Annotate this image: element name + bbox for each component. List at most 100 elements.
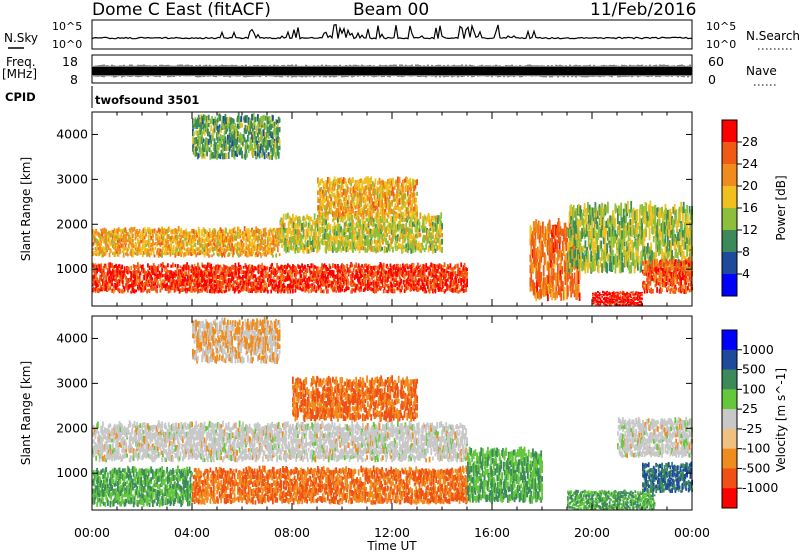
power-echo-cell [271, 263, 273, 268]
power-echo-cell [413, 213, 416, 218]
power-echo-cell [188, 237, 191, 243]
power-echo-cell [619, 296, 622, 299]
power-echo-cell [330, 208, 333, 213]
power-echo-cell [385, 227, 388, 234]
power-echo-cell [312, 286, 314, 292]
power-echo-cell [371, 275, 373, 280]
power-echo-cell [413, 192, 416, 197]
power-echo-cell [297, 222, 300, 229]
power-echo-cell [613, 298, 616, 301]
power-echo-cell [392, 288, 395, 293]
power-echo-cell [385, 181, 388, 188]
power-echo-cell [304, 280, 307, 285]
power-echo-cell [402, 180, 405, 186]
power-echo-cell [181, 281, 183, 287]
power-echo-cell [332, 200, 334, 206]
power-echo-cell [332, 185, 335, 192]
power-echo-cell [436, 237, 438, 244]
power-echo-cell [241, 250, 243, 256]
power-echo-cell [332, 203, 335, 208]
power-echo-cell [422, 282, 425, 287]
power-echo-cell [425, 290, 428, 294]
power-echo-cell [432, 244, 435, 249]
power-echo-cell [557, 231, 560, 244]
power-echo-cell [407, 211, 410, 217]
power-echo-cell [297, 271, 299, 275]
power-echo-cell [358, 246, 361, 254]
power-echo-cell [244, 286, 247, 292]
power-echo-cell [374, 215, 377, 220]
power-echo-cell [630, 302, 633, 306]
power-echo-cell [327, 201, 330, 208]
power-echo-cell [342, 191, 345, 196]
power-echo-cell [560, 260, 563, 271]
power-echo-cell [322, 211, 325, 217]
power-echo-cell [428, 289, 431, 294]
power-echo-cell [382, 262, 385, 268]
power-echo-cell [115, 275, 118, 279]
power-echo-cell [270, 271, 273, 275]
power-echo-cell [433, 238, 436, 244]
power-echo-cell [402, 194, 405, 200]
power-echo-cell [396, 189, 398, 193]
power-echo-cell [297, 238, 299, 246]
power-echo-cell [264, 238, 267, 244]
power-echo-cell [213, 283, 216, 287]
power-echo-cell [272, 276, 275, 280]
power-echo-cell [273, 247, 276, 251]
power-echo-cell [360, 284, 363, 289]
power-echo-cell [274, 243, 277, 247]
power-echo-cell [198, 231, 201, 237]
power-echo-cell [397, 237, 400, 242]
power-echo-cell [362, 266, 365, 270]
power-echo-cell [337, 211, 340, 218]
power-echo-cell [242, 265, 245, 269]
power-echo-cell [395, 228, 398, 233]
power-echo-cell [262, 265, 264, 269]
power-echo-cell [115, 263, 118, 268]
power-echo-cell [337, 196, 339, 203]
power-echo-cell [415, 218, 418, 225]
power-echo-cell [353, 234, 356, 242]
power-echo-cell [315, 220, 318, 228]
power-echo-cell [264, 251, 267, 256]
power-echo-cell [287, 288, 289, 294]
power-echo-cell [247, 253, 250, 258]
power-echo-cell [247, 270, 250, 274]
power-echo-cell [337, 286, 339, 291]
power-echo-cell [345, 286, 348, 292]
power-echo-cell [337, 239, 340, 246]
power-echo-cell [158, 239, 161, 243]
power-echo-cell [135, 289, 138, 293]
power-echo-cell [442, 272, 444, 278]
power-echo-cell [617, 291, 619, 294]
power-echo-cell [321, 263, 323, 268]
power-echo-cell [145, 239, 148, 244]
power-echo-cell [123, 266, 126, 270]
power-echo-cell [441, 246, 443, 253]
power-echo-cell [255, 277, 258, 282]
power-echo-cell [412, 263, 415, 268]
power-echo-cell [122, 275, 124, 280]
power-echo-cell [430, 221, 433, 227]
power-echo-cell [392, 219, 395, 227]
power-echo-cell [430, 236, 433, 241]
power-echo-cell [454, 271, 457, 274]
power-echo-cell [167, 252, 169, 255]
power-echo-cell [536, 223, 538, 233]
power-echo-cell [342, 228, 345, 236]
power-echo-cell [292, 268, 295, 272]
power-echo-cell [407, 247, 409, 254]
power-echo-cell [322, 198, 324, 206]
power-echo-cell [548, 262, 551, 275]
power-echo-cell [384, 217, 387, 223]
power-echo-cell [117, 266, 119, 270]
power-echo-cell [280, 275, 283, 279]
power-echo-cell [302, 229, 305, 234]
power-echo-cell [188, 265, 191, 271]
power-echo-cell [384, 209, 387, 213]
power-echo-cell [347, 178, 350, 184]
power-echo-cell [357, 179, 360, 185]
power-echo-cell [250, 242, 253, 246]
power-echo-cell [452, 287, 454, 293]
